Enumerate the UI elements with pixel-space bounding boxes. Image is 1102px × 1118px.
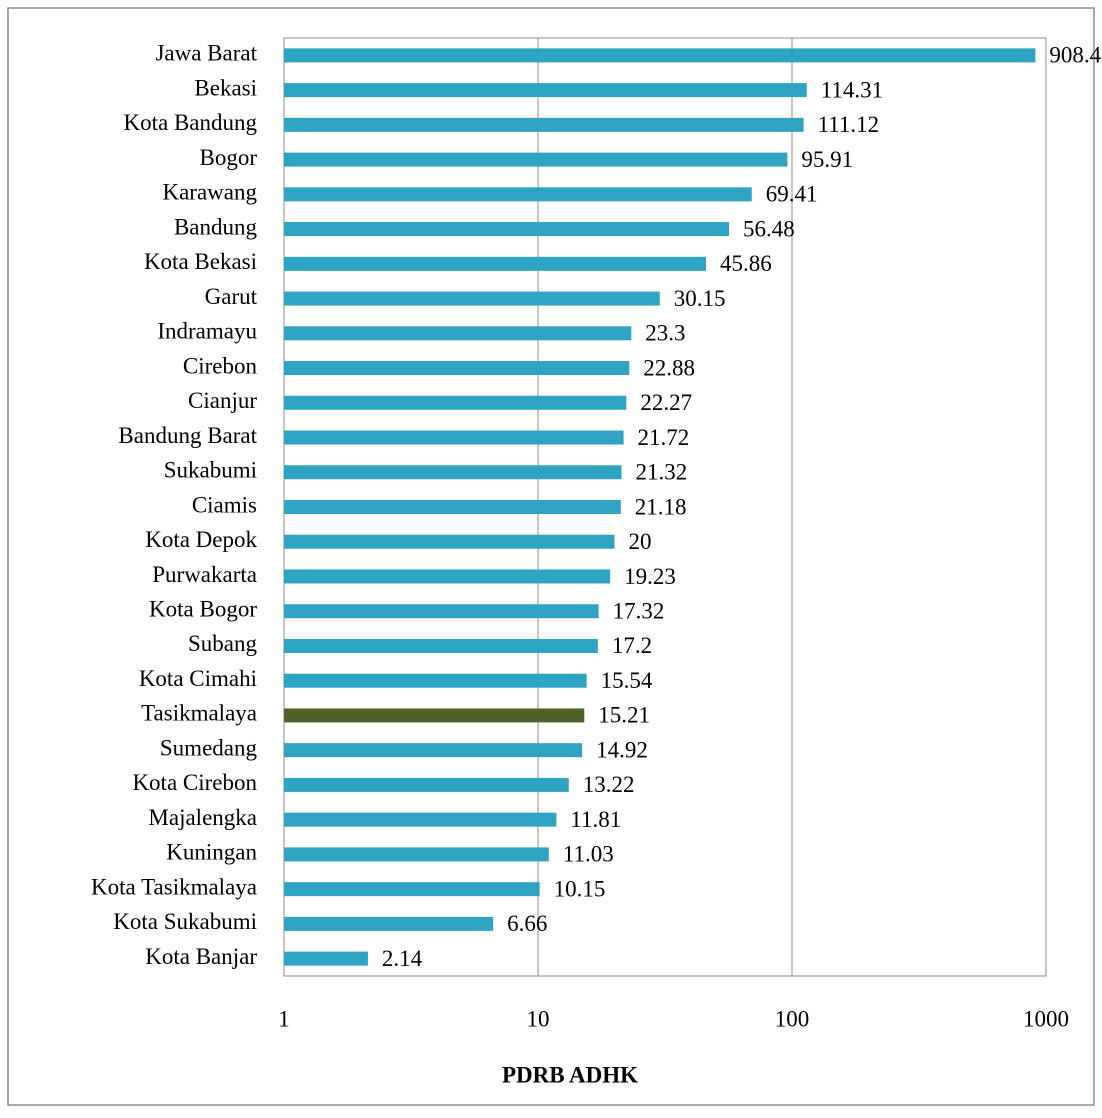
value-label: 13.22: [583, 772, 635, 797]
value-label: 111.12: [818, 112, 880, 137]
y-tick-label: Bogor: [200, 145, 258, 170]
value-label: 15.21: [598, 703, 650, 728]
value-label: 6.66: [507, 911, 547, 936]
value-label: 15.54: [601, 668, 653, 693]
value-label: 69.41: [766, 182, 818, 207]
bar: [284, 500, 621, 514]
value-label: 2.14: [382, 946, 423, 971]
bar: [284, 882, 540, 897]
value-label: 21.18: [635, 494, 687, 519]
y-tick-label: Kota Tasikmalaya: [91, 874, 257, 899]
y-tick-label: Kota Cirebon: [132, 770, 257, 795]
value-label: 17.2: [612, 633, 652, 658]
y-tick-label: Jawa Barat: [155, 41, 257, 66]
y-tick-label: Purwakarta: [152, 562, 257, 587]
bar: [284, 673, 587, 688]
bar: [284, 708, 585, 723]
bar: [284, 326, 632, 341]
y-tick-label: Majalengka: [148, 805, 257, 830]
y-tick-label: Subang: [188, 631, 258, 656]
value-label: 30.15: [674, 286, 726, 311]
bar: [284, 187, 752, 202]
y-tick-label: Karawang: [162, 180, 257, 205]
bar: [284, 361, 630, 376]
x-tick-label: 1000: [1023, 1006, 1069, 1031]
y-tick-label: Kota Sukabumi: [113, 909, 257, 934]
value-label: 114.31: [821, 77, 883, 102]
value-label: 20: [628, 529, 651, 554]
value-label: 11.81: [570, 807, 621, 832]
y-tick-label: Bekasi: [194, 75, 257, 100]
chart-border: [7, 7, 1095, 1106]
value-label: 21.32: [636, 460, 688, 485]
bar: [284, 638, 598, 653]
bar: [284, 777, 569, 792]
y-tick-label: Kota Depok: [145, 527, 257, 552]
bar: [284, 83, 807, 98]
y-tick-label: Bandung Barat: [118, 423, 257, 448]
x-tick-label: 100: [775, 1006, 810, 1031]
y-tick-label: Kota Banjar: [145, 944, 257, 969]
bar: [284, 604, 599, 619]
bar: [284, 743, 583, 758]
value-label: 23.3: [645, 321, 685, 346]
x-axis-label: PDRB ADHK: [502, 1062, 638, 1087]
bar: [284, 916, 494, 931]
y-tick-label: Indramayu: [157, 319, 257, 344]
value-label: 56.48: [743, 216, 795, 241]
y-tick-label: Kota Bogor: [149, 597, 257, 622]
x-tick-label: 10: [527, 1006, 550, 1031]
bar: [284, 291, 660, 306]
y-tick-label: Sukabumi: [164, 458, 257, 483]
bar: [284, 395, 627, 410]
y-tick-label: Kota Bandung: [123, 110, 257, 135]
y-tick-label: Kota Cimahi: [139, 666, 257, 691]
bar: [284, 569, 611, 584]
bar: [284, 534, 615, 549]
value-label: 14.92: [596, 737, 648, 762]
y-tick-label: Cirebon: [183, 353, 258, 378]
bar: [284, 48, 1036, 63]
y-tick-label: Bandung: [174, 214, 258, 239]
value-label: 95.91: [801, 147, 853, 172]
value-label: 21.72: [638, 425, 690, 450]
y-tick-label: Sumedang: [160, 735, 258, 760]
bar: [284, 951, 368, 966]
value-label: 11.03: [563, 842, 614, 867]
bar: [284, 222, 729, 237]
bar: [284, 465, 622, 480]
y-tick-label: Kuningan: [166, 840, 257, 865]
value-label: 10.15: [554, 876, 606, 901]
value-label: 17.32: [613, 599, 665, 624]
bar: [284, 847, 549, 862]
bar: [284, 812, 557, 827]
x-tick-label: 1: [278, 1006, 290, 1031]
bar: [284, 430, 624, 445]
y-tick-label: Garut: [205, 284, 258, 309]
y-tick-label: Cianjur: [188, 388, 257, 413]
value-label: 22.27: [640, 390, 692, 415]
value-label: 22.88: [643, 355, 695, 380]
bar: [284, 152, 788, 167]
value-label: 908.45: [1049, 43, 1102, 68]
bar: [284, 256, 707, 271]
y-tick-label: Kota Bekasi: [144, 249, 257, 274]
y-tick-label: Tasikmalaya: [141, 701, 257, 726]
value-label: 19.23: [624, 564, 676, 589]
value-label: 45.86: [720, 251, 772, 276]
y-tick-label: Ciamis: [192, 492, 257, 517]
bar: [284, 117, 804, 132]
